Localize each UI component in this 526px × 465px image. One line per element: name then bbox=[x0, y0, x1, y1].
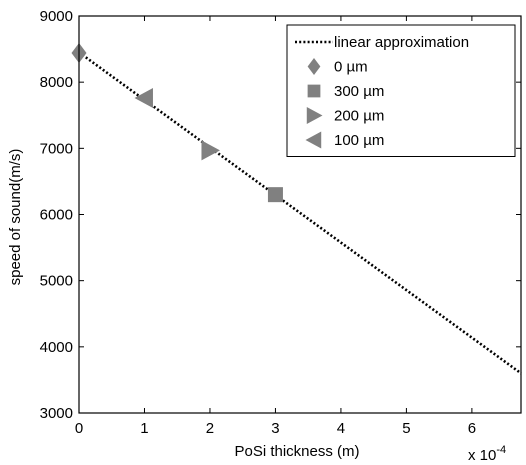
y-tick-label: 7000 bbox=[40, 140, 73, 157]
x-tick-label: 3 bbox=[271, 420, 279, 437]
legend-box bbox=[286, 24, 516, 157]
legend-marker-diamond bbox=[307, 58, 321, 75]
x-axis-multiplier: x 10-4 bbox=[468, 444, 506, 464]
x-tick-label: 4 bbox=[337, 420, 345, 437]
x-axis-multiplier-base: x 10 bbox=[468, 447, 496, 464]
linear-approximation-line bbox=[78, 51, 522, 375]
legend-marker-triangle-right bbox=[306, 107, 323, 124]
y-tick-label: 4000 bbox=[40, 339, 73, 356]
legend: linear approximation 0 µm 300 µm 200 µm 100 … bbox=[286, 24, 516, 157]
legend-label: 200 µm bbox=[334, 108, 384, 125]
data-point-triangle-right bbox=[201, 140, 220, 161]
y-tick-label: 9000 bbox=[40, 8, 73, 25]
x-tick-label: 1 bbox=[140, 420, 148, 437]
x-tick-label: 6 bbox=[468, 420, 476, 437]
legend-label: linear approximation bbox=[334, 34, 469, 51]
data-point-square bbox=[267, 187, 283, 203]
legend-label: 300 µm bbox=[334, 83, 384, 100]
y-tick-label: 3000 bbox=[40, 405, 73, 422]
legend-marker-triangle-left bbox=[305, 131, 322, 149]
x-tick-label: 0 bbox=[75, 420, 83, 437]
data-point-triangle-left bbox=[134, 88, 153, 109]
axes-layer: 0 1 2 3 4 5 6 3000 4000 5000 6000 7000 8000 9000 bbox=[40, 8, 522, 437]
y-tick-label: 5000 bbox=[40, 273, 73, 290]
y-axis-title: speed of sound(m/s) bbox=[7, 149, 24, 286]
plot-layer bbox=[78, 51, 522, 375]
x-tick-label: 2 bbox=[206, 420, 214, 437]
legend-marker-square bbox=[307, 84, 321, 98]
x-axis-multiplier-exponent: -4 bbox=[496, 444, 506, 456]
legend-label: 0 µm bbox=[334, 59, 368, 76]
x-tick-label: 5 bbox=[402, 420, 410, 437]
y-tick-label: 6000 bbox=[40, 207, 73, 224]
x-axis-title: PoSi thickness (m) bbox=[234, 443, 359, 460]
legend-label: 100 µm bbox=[334, 132, 384, 149]
y-tick-label: 8000 bbox=[40, 74, 73, 91]
